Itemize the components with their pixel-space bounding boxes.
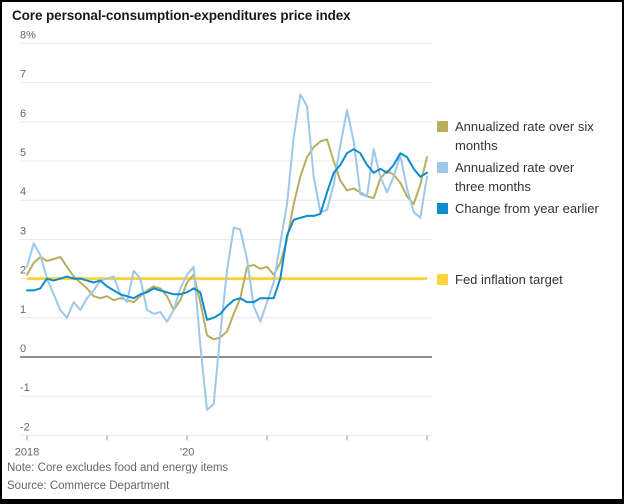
chart-source: Source: Commerce Department — [7, 480, 170, 492]
y-axis-label: 2 — [20, 265, 26, 277]
series-line-three_month — [26, 93, 428, 411]
gridlines: 8% 7 6 5 4 3 2 1 0 -1 -2 — [20, 29, 432, 436]
y-axis-label: 8% — [20, 29, 36, 41]
legend-label-three-month: Annualized rate over three months — [455, 160, 575, 194]
chart-note: Note: Core excludes food and energy item… — [7, 462, 229, 474]
y-axis-label: 1 — [20, 304, 26, 316]
legend-label-fed-target: Fed inflation target — [455, 272, 563, 287]
y-axis-label: 0 — [20, 343, 26, 355]
chart-title: Core personal-consumption-expenditures p… — [12, 8, 351, 23]
x-axis: 2018 ’20 — [15, 435, 428, 458]
series-line-yoy — [26, 148, 428, 321]
legend-swatch-six-month-icon — [437, 121, 448, 132]
y-axis-label: 5 — [20, 147, 26, 159]
legend-item-fed-target: Fed inflation target — [437, 270, 622, 289]
x-axis-label: 2018 — [15, 446, 39, 458]
legend-item-yoy: Change from year earlier — [437, 199, 622, 218]
x-axis-label: ’20 — [180, 446, 195, 458]
legend-item-six-month: Annualized rate over six months — [437, 117, 622, 155]
y-axis-label: 7 — [20, 69, 26, 81]
y-axis-label: -1 — [20, 382, 30, 394]
y-axis-label: -2 — [20, 421, 30, 433]
legend-label-six-month: Annualized rate over six months — [455, 119, 594, 153]
legend-swatch-three-month-icon — [437, 162, 448, 173]
y-axis-label: 3 — [20, 225, 26, 237]
y-axis-label: 4 — [20, 186, 26, 198]
chart-legend: Annualized rate over six months Annualiz… — [437, 117, 622, 292]
legend-swatch-yoy-icon — [437, 203, 448, 214]
y-axis-label: 6 — [20, 108, 26, 120]
legend-swatch-fed-target-icon — [437, 274, 448, 285]
legend-label-yoy: Change from year earlier — [455, 201, 599, 216]
legend-item-three-month: Annualized rate over three months — [437, 158, 622, 196]
